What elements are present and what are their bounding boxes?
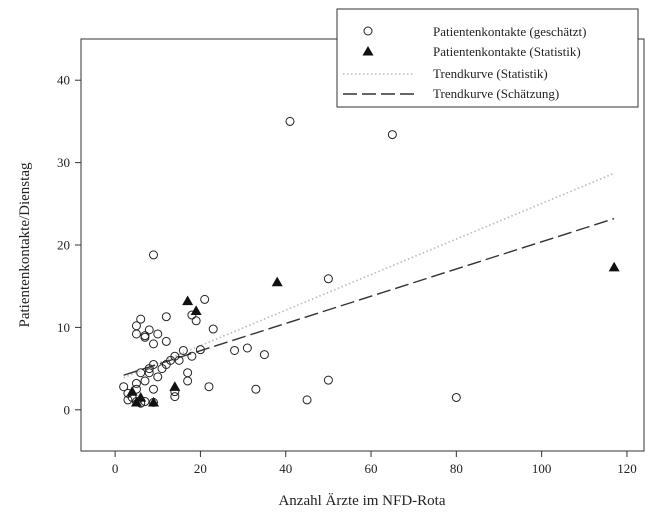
point-statistik	[126, 386, 138, 396]
y-tick-label: 0	[64, 402, 71, 417]
x-tick-label: 120	[617, 461, 637, 476]
point-geschaetzt	[144, 325, 154, 335]
point-statistik	[130, 396, 142, 407]
trend-lines	[123, 172, 615, 379]
point-geschaetzt	[302, 395, 312, 405]
point-geschaetzt	[131, 378, 141, 388]
x-tick-label: 60	[365, 461, 378, 476]
point-geschaetzt	[149, 359, 159, 369]
point-geschaetzt	[208, 324, 218, 334]
x-tick-label: 80	[450, 461, 463, 476]
point-geschaetzt	[242, 343, 252, 353]
point-statistik	[148, 396, 160, 407]
point-statistik	[271, 276, 283, 287]
point-geschaetzt	[161, 336, 171, 346]
point-geschaetzt	[170, 392, 180, 402]
y-tick-label: 40	[57, 73, 70, 88]
point-geschaetzt	[187, 351, 197, 361]
point-geschaetzt	[183, 376, 193, 386]
x-axis: 0 20 40 60 80 100 120	[112, 451, 637, 476]
point-geschaetzt	[451, 392, 461, 402]
point-statistik	[608, 261, 620, 272]
point-geschaetzt	[387, 130, 397, 140]
point-geschaetzt	[230, 345, 240, 355]
x-tick-label: 0	[112, 461, 119, 476]
legend-label-geschaetzt: Patientenkontakte (geschätzt)	[433, 24, 586, 39]
x-axis-title: Anzahl Ärzte im NFD-Rota	[278, 492, 445, 509]
point-statistik	[190, 305, 202, 316]
x-tick-label: 20	[194, 461, 207, 476]
point-geschaetzt	[131, 321, 141, 331]
point-geschaetzt	[195, 345, 205, 355]
point-geschaetzt	[191, 316, 201, 326]
point-statistik	[182, 295, 194, 306]
point-geschaetzt	[251, 384, 261, 394]
y-axis-title: Patientenkontakte/Dienstag	[17, 162, 33, 327]
legend-label-statistik: Patientenkontakte (Statistik)	[433, 44, 581, 59]
point-geschaetzt	[140, 331, 150, 341]
point-geschaetzt	[259, 350, 269, 360]
point-geschaetzt	[136, 368, 146, 378]
point-geschaetzt	[123, 395, 133, 405]
point-geschaetzt	[131, 329, 141, 339]
y-tick-label: 30	[57, 155, 70, 170]
trend-line-statistik	[123, 172, 615, 379]
point-geschaetzt	[285, 116, 295, 126]
point-geschaetzt	[323, 274, 333, 284]
point-geschaetzt	[153, 372, 163, 382]
point-geschaetzt	[119, 382, 129, 392]
point-geschaetzt	[149, 384, 159, 394]
legend-label-trend-statistik: Trendkurve (Statistik)	[433, 66, 548, 81]
y-tick-label: 10	[57, 320, 70, 335]
point-geschaetzt	[161, 312, 171, 322]
point-geschaetzt	[174, 355, 184, 365]
legend-marker-circle-icon	[363, 26, 373, 36]
point-geschaetzt	[144, 368, 154, 378]
legend-marker-triangle-icon	[362, 46, 374, 56]
point-geschaetzt	[149, 339, 159, 349]
legend-label-trend-schaetzung: Trendkurve (Schätzung)	[433, 86, 559, 101]
point-geschaetzt	[140, 376, 150, 386]
point-geschaetzt	[153, 329, 163, 339]
point-geschaetzt	[204, 382, 214, 392]
point-geschaetzt	[136, 314, 146, 324]
data-points	[119, 116, 620, 408]
y-axis: 0 10 20 30 40	[57, 73, 81, 417]
point-geschaetzt	[149, 250, 159, 260]
y-tick-label: 20	[57, 238, 70, 253]
trend-line-schaetzung	[123, 217, 615, 376]
point-geschaetzt	[183, 368, 193, 378]
point-geschaetzt	[178, 345, 188, 355]
point-statistik	[169, 381, 181, 391]
x-tick-label: 40	[279, 461, 292, 476]
point-statistik	[135, 391, 147, 402]
x-tick-label: 100	[532, 461, 552, 476]
point-geschaetzt	[323, 375, 333, 385]
legend: Patientenkontakte (geschätzt) Patientenk…	[336, 8, 639, 108]
legend-box	[336, 8, 639, 108]
point-geschaetzt	[200, 294, 210, 304]
